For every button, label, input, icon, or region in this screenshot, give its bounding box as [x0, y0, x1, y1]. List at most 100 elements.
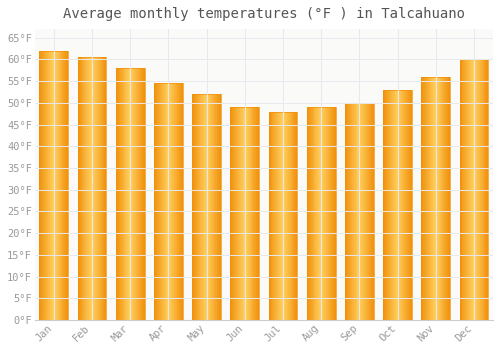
- Bar: [287, 112, 288, 320]
- Bar: [192, 94, 221, 320]
- Bar: [435, 77, 436, 320]
- Bar: [241, 107, 242, 320]
- Bar: [124, 68, 126, 320]
- Bar: [80, 57, 82, 320]
- Bar: [126, 68, 128, 320]
- Bar: [160, 83, 161, 320]
- Bar: [90, 57, 91, 320]
- Bar: [330, 107, 332, 320]
- Bar: [438, 77, 440, 320]
- Bar: [164, 83, 166, 320]
- Bar: [162, 83, 164, 320]
- Bar: [334, 107, 336, 320]
- Bar: [158, 83, 159, 320]
- Bar: [322, 107, 323, 320]
- Bar: [166, 83, 168, 320]
- Bar: [428, 77, 429, 320]
- Bar: [409, 90, 410, 320]
- Bar: [215, 94, 216, 320]
- Bar: [307, 107, 336, 320]
- Bar: [138, 68, 139, 320]
- Bar: [78, 57, 106, 320]
- Bar: [430, 77, 431, 320]
- Bar: [140, 68, 141, 320]
- Bar: [469, 60, 470, 320]
- Bar: [234, 107, 236, 320]
- Bar: [181, 83, 182, 320]
- Bar: [87, 57, 88, 320]
- Bar: [120, 68, 122, 320]
- Bar: [449, 77, 450, 320]
- Bar: [473, 60, 474, 320]
- Bar: [118, 68, 119, 320]
- Bar: [280, 112, 281, 320]
- Bar: [427, 77, 428, 320]
- Bar: [367, 103, 368, 320]
- Bar: [58, 51, 59, 320]
- Bar: [161, 83, 162, 320]
- Bar: [131, 68, 132, 320]
- Bar: [258, 107, 259, 320]
- Bar: [172, 83, 173, 320]
- Bar: [276, 112, 278, 320]
- Bar: [91, 57, 92, 320]
- Bar: [422, 77, 450, 320]
- Bar: [202, 94, 203, 320]
- Bar: [422, 77, 424, 320]
- Bar: [104, 57, 106, 320]
- Bar: [406, 90, 407, 320]
- Bar: [486, 60, 488, 320]
- Bar: [175, 83, 176, 320]
- Bar: [235, 107, 236, 320]
- Bar: [268, 112, 270, 320]
- Bar: [360, 103, 362, 320]
- Bar: [54, 51, 55, 320]
- Bar: [170, 83, 172, 320]
- Bar: [136, 68, 137, 320]
- Bar: [314, 107, 316, 320]
- Bar: [432, 77, 433, 320]
- Bar: [386, 90, 387, 320]
- Bar: [53, 51, 54, 320]
- Bar: [464, 60, 466, 320]
- Bar: [326, 107, 327, 320]
- Bar: [368, 103, 369, 320]
- Title: Average monthly temperatures (°F ) in Talcahuano: Average monthly temperatures (°F ) in Ta…: [63, 7, 465, 21]
- Bar: [404, 90, 405, 320]
- Bar: [95, 57, 96, 320]
- Bar: [89, 57, 90, 320]
- Bar: [42, 51, 43, 320]
- Bar: [385, 90, 386, 320]
- Bar: [64, 51, 66, 320]
- Bar: [130, 68, 131, 320]
- Bar: [312, 107, 314, 320]
- Bar: [410, 90, 411, 320]
- Bar: [102, 57, 104, 320]
- Bar: [468, 60, 469, 320]
- Bar: [282, 112, 283, 320]
- Bar: [192, 94, 194, 320]
- Bar: [60, 51, 62, 320]
- Bar: [392, 90, 393, 320]
- Bar: [93, 57, 94, 320]
- Bar: [460, 60, 488, 320]
- Bar: [98, 57, 100, 320]
- Bar: [230, 107, 232, 320]
- Bar: [281, 112, 282, 320]
- Bar: [408, 90, 409, 320]
- Bar: [466, 60, 468, 320]
- Bar: [352, 103, 354, 320]
- Bar: [390, 90, 391, 320]
- Bar: [56, 51, 58, 320]
- Bar: [372, 103, 374, 320]
- Bar: [67, 51, 68, 320]
- Bar: [394, 90, 396, 320]
- Bar: [369, 103, 370, 320]
- Bar: [196, 94, 197, 320]
- Bar: [176, 83, 177, 320]
- Bar: [197, 94, 198, 320]
- Bar: [426, 77, 427, 320]
- Bar: [290, 112, 292, 320]
- Bar: [477, 60, 478, 320]
- Bar: [478, 60, 479, 320]
